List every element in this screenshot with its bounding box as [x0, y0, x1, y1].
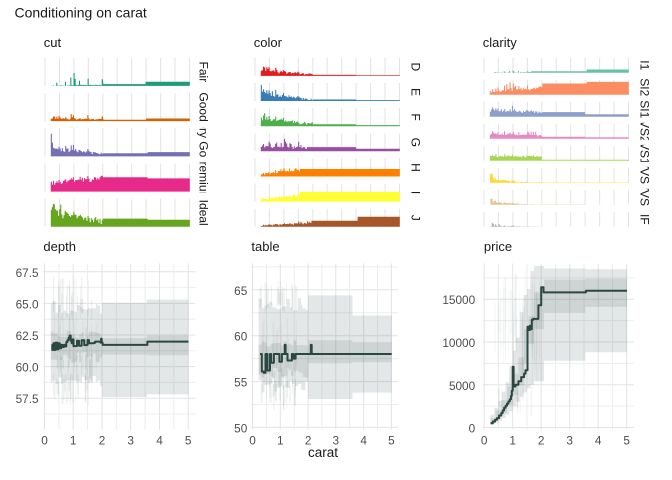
svg-text:Very Good: Very Good — [197, 114, 211, 171]
svg-text:0: 0 — [481, 434, 488, 448]
svg-text:5000: 5000 — [449, 379, 476, 393]
svg-text:clarity: clarity — [483, 35, 517, 50]
svg-text:4: 4 — [156, 434, 163, 448]
svg-text:5: 5 — [388, 434, 395, 448]
svg-text:15000: 15000 — [442, 293, 475, 307]
svg-text:SI1: SI1 — [638, 100, 652, 118]
svg-text:VS2: VS2 — [638, 120, 652, 143]
svg-text:5: 5 — [185, 434, 192, 448]
svg-text:4: 4 — [360, 434, 367, 448]
svg-text:65.0: 65.0 — [16, 297, 39, 311]
svg-text:I: I — [409, 191, 423, 194]
svg-text:1: 1 — [277, 434, 284, 448]
svg-text:2: 2 — [99, 434, 106, 448]
svg-text:60: 60 — [234, 330, 248, 344]
svg-text:carat: carat — [308, 445, 338, 460]
svg-text:cut: cut — [44, 35, 62, 50]
svg-text:VVS2: VVS2 — [638, 160, 652, 191]
svg-text:VS1: VS1 — [638, 142, 652, 165]
svg-text:Conditioning on carat: Conditioning on carat — [15, 5, 147, 21]
svg-text:Fair: Fair — [197, 62, 211, 83]
svg-text:1: 1 — [70, 434, 77, 448]
svg-text:F: F — [409, 113, 423, 120]
svg-text:1: 1 — [509, 434, 516, 448]
svg-text:5: 5 — [623, 434, 630, 448]
svg-text:10000: 10000 — [442, 336, 475, 350]
svg-text:60.0: 60.0 — [16, 361, 39, 375]
svg-text:VVS1: VVS1 — [638, 182, 652, 213]
svg-text:4: 4 — [595, 434, 602, 448]
svg-text:3: 3 — [566, 434, 573, 448]
svg-text:D: D — [409, 62, 423, 71]
svg-text:Ideal: Ideal — [197, 200, 211, 226]
svg-text:3: 3 — [333, 434, 340, 448]
svg-text:2: 2 — [305, 434, 312, 448]
svg-text:IF: IF — [638, 214, 652, 225]
svg-text:50: 50 — [234, 421, 248, 435]
svg-text:65: 65 — [234, 284, 248, 298]
svg-text:J: J — [409, 215, 423, 221]
svg-text:0: 0 — [249, 434, 256, 448]
svg-text:57.5: 57.5 — [16, 392, 39, 406]
svg-text:color: color — [254, 35, 283, 50]
svg-text:0: 0 — [469, 422, 476, 436]
svg-text:3: 3 — [127, 434, 134, 448]
svg-text:I1: I1 — [638, 60, 652, 70]
svg-text:0: 0 — [41, 434, 48, 448]
svg-text:SI2: SI2 — [638, 78, 652, 96]
svg-text:price: price — [484, 239, 512, 254]
svg-text:67.5: 67.5 — [16, 266, 39, 280]
svg-text:G: G — [409, 138, 423, 147]
svg-text:62.5: 62.5 — [16, 329, 39, 343]
svg-text:55: 55 — [234, 376, 248, 390]
svg-text:2: 2 — [538, 434, 545, 448]
svg-text:Premium: Premium — [197, 153, 211, 201]
svg-text:Good: Good — [197, 92, 211, 121]
svg-text:E: E — [409, 88, 423, 96]
svg-text:H: H — [409, 163, 423, 172]
svg-text:table: table — [251, 239, 279, 254]
svg-text:depth: depth — [43, 239, 76, 254]
